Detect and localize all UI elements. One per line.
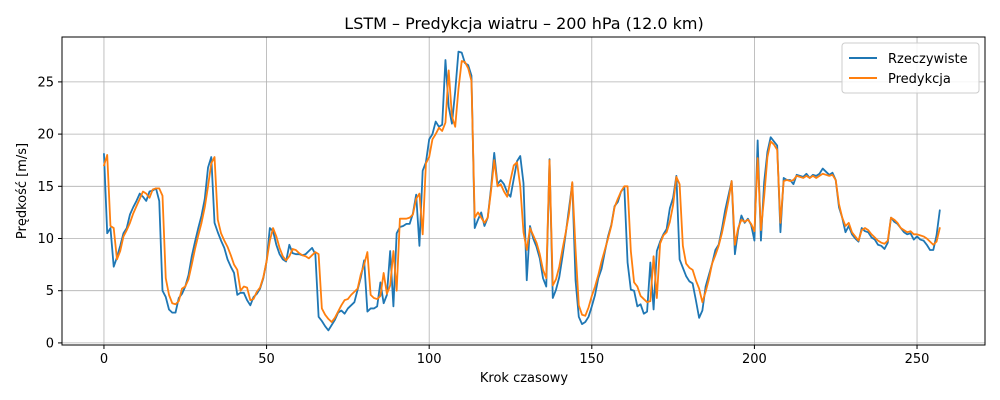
y-tick-label: 25 [37,75,54,90]
plot-frame [61,36,986,346]
y-tick-label: 0 [46,336,54,351]
y-axis-label: Prędkość [m/s] [15,143,30,239]
legend-label-rzeczywiste: Rzeczywiste [888,52,968,67]
x-tick-label: 150 [579,352,604,367]
series-line-predykcja [103,60,941,323]
legend: Rzeczywiste Predykcja [841,42,980,94]
x-tick-label: 0 [100,352,108,367]
series-layer [103,50,941,332]
x-tick-label: 250 [905,352,930,367]
y-tick-label: 20 [37,128,54,143]
x-tick-label: 100 [417,352,442,367]
y-tick-label: 10 [37,232,54,247]
chart-title: LSTM – Predykcja wiatru – 200 hPa (12.0 … [344,14,703,33]
y-axis-ticks: 0 5 10 15 20 25 [37,75,62,351]
legend-box [841,42,980,94]
x-tick-label: 50 [258,352,275,367]
y-tick-label: 15 [37,180,54,195]
x-axis-label: Krok czasowy [480,371,568,386]
x-tick-label: 200 [742,352,767,367]
y-tick-label: 5 [46,284,54,299]
x-axis-ticks: 0 50 100 150 200 250 [100,345,930,367]
series-line-rzeczywiste [103,50,941,332]
legend-label-predykcja: Predykcja [888,72,951,87]
